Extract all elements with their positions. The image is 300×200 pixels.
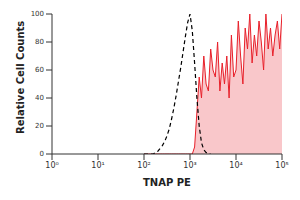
svg-text:40: 40 <box>35 94 44 102</box>
svg-text:20: 20 <box>35 122 44 130</box>
svg-text:Relative Cell Counts: Relative Cell Counts <box>15 21 26 134</box>
svg-text:60: 60 <box>35 66 44 74</box>
svg-text:TNAP PE: TNAP PE <box>143 177 191 188</box>
svg-text:10¹: 10¹ <box>91 161 104 170</box>
svg-text:100: 100 <box>31 10 44 18</box>
svg-text:10³: 10³ <box>183 161 196 170</box>
svg-text:10⁵: 10⁵ <box>275 161 288 170</box>
svg-text:0: 0 <box>40 150 44 158</box>
svg-text:10⁰: 10⁰ <box>45 161 58 170</box>
svg-text:10²: 10² <box>137 161 150 170</box>
svg-text:10⁴: 10⁴ <box>229 161 242 170</box>
svg-text:80: 80 <box>35 38 44 46</box>
